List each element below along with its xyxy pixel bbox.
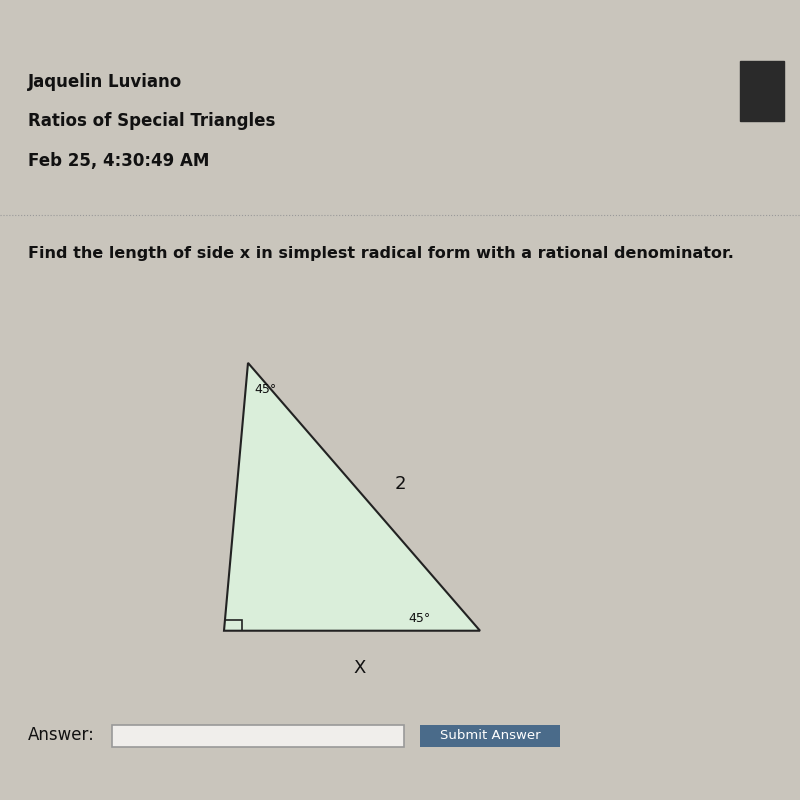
Text: Jaquelin Luviano: Jaquelin Luviano: [28, 73, 182, 90]
Bar: [740, 61, 784, 121]
Polygon shape: [224, 363, 480, 630]
Text: Submit Answer: Submit Answer: [440, 729, 540, 742]
Bar: [420, 725, 560, 746]
Text: Find the length of side x in simplest radical form with a rational denominator.: Find the length of side x in simplest ra…: [28, 246, 734, 262]
Text: 45°: 45°: [254, 382, 277, 396]
Text: Ratios of Special Triangles: Ratios of Special Triangles: [28, 112, 275, 130]
Text: X: X: [354, 659, 366, 677]
Text: Answer:: Answer:: [28, 726, 95, 744]
Text: 45°: 45°: [408, 612, 430, 625]
Bar: [112, 725, 404, 746]
Text: 2: 2: [394, 475, 406, 494]
Text: Feb 25, 4:30:49 AM: Feb 25, 4:30:49 AM: [28, 152, 210, 170]
